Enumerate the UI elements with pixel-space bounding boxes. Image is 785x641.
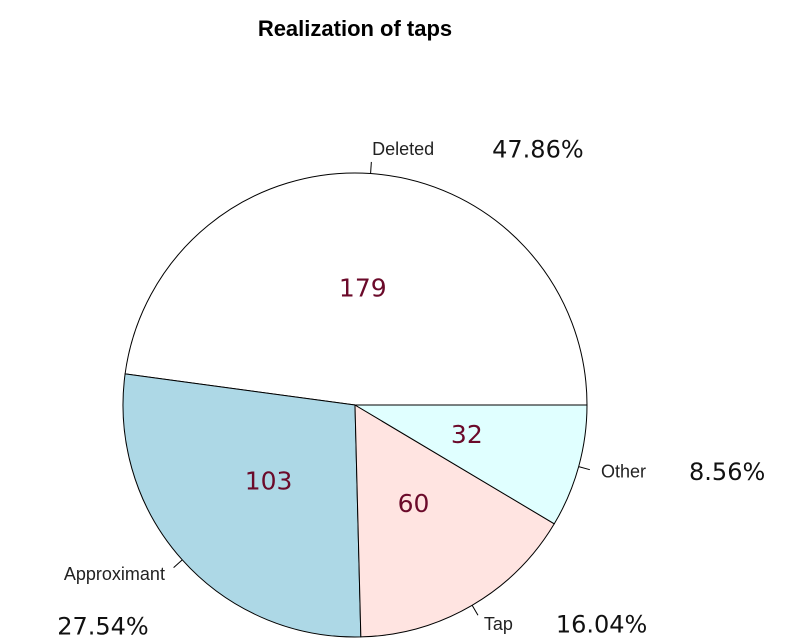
slice-label: Approximant: [64, 564, 165, 584]
value-label: 60: [398, 489, 430, 518]
pie-slice: [354, 404, 555, 638]
leader-line: [370, 161, 372, 174]
percent-label: 47.86%: [492, 135, 584, 163]
chart-title: Realization of taps: [258, 16, 452, 41]
value-label: 103: [245, 466, 293, 495]
slice-label: Deleted: [372, 139, 434, 159]
percent-label: 8.56%: [689, 458, 765, 486]
leader-line: [578, 466, 590, 471]
slice-label: Tap: [484, 614, 513, 634]
percent-label: 16.04%: [556, 610, 648, 638]
pie-slice: [122, 373, 362, 638]
value-label: 32: [451, 420, 483, 449]
pie-slice: [124, 172, 588, 406]
leader-line: [173, 559, 183, 568]
percent-label: 27.54%: [57, 612, 149, 640]
value-label: 179: [339, 273, 387, 302]
slice-label: Other: [601, 462, 646, 482]
leader-line: [471, 605, 479, 616]
pie-slice: [353, 404, 588, 525]
